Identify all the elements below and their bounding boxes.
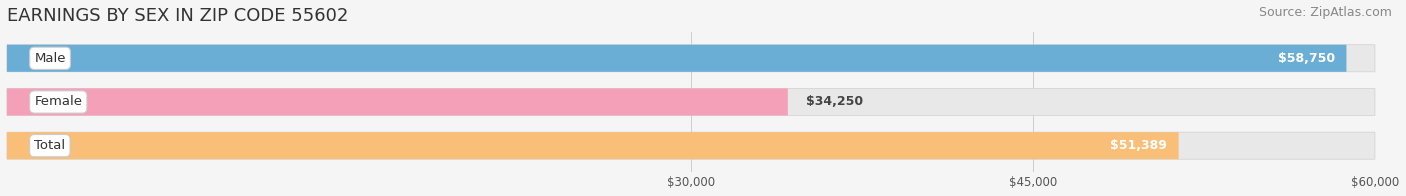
Text: Total: Total: [34, 139, 66, 152]
Text: $34,250: $34,250: [806, 95, 863, 108]
FancyBboxPatch shape: [7, 45, 1375, 72]
FancyBboxPatch shape: [7, 88, 787, 115]
FancyBboxPatch shape: [7, 132, 1178, 159]
Text: Female: Female: [34, 95, 83, 108]
FancyBboxPatch shape: [7, 88, 1375, 115]
Text: EARNINGS BY SEX IN ZIP CODE 55602: EARNINGS BY SEX IN ZIP CODE 55602: [7, 7, 349, 25]
Text: Male: Male: [34, 52, 66, 65]
FancyBboxPatch shape: [7, 132, 1375, 159]
FancyBboxPatch shape: [7, 45, 1347, 72]
Text: $51,389: $51,389: [1111, 139, 1167, 152]
Text: $58,750: $58,750: [1278, 52, 1336, 65]
Text: Source: ZipAtlas.com: Source: ZipAtlas.com: [1258, 6, 1392, 19]
